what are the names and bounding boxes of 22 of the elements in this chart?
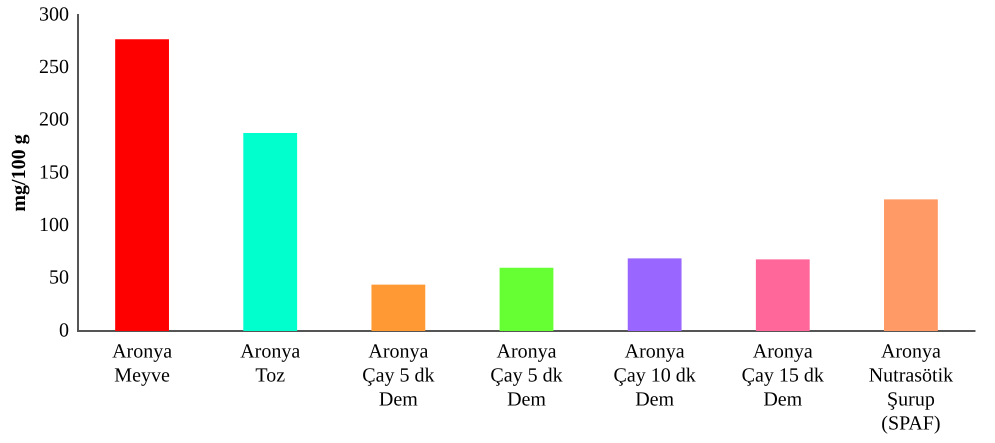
bar [756, 259, 810, 331]
x-tick-label: Aronya Çay 5 dk Dem [490, 340, 563, 410]
x-tick-label: Aronya Çay 10 dk Dem [614, 340, 696, 410]
bar [884, 199, 938, 331]
y-tick-label: 50 [49, 266, 69, 289]
bar [628, 258, 682, 331]
y-tick-label: 150 [39, 161, 69, 184]
x-tick-label: Aronya Çay 5 dk Dem [362, 340, 434, 410]
x-tick-label: Aronya Meyve [112, 340, 172, 386]
y-tick-label: 100 [39, 214, 69, 236]
x-tick-label: Aronya Nutrasötik Şurup (SPAF) [868, 340, 954, 434]
y-tick-label: 0 [59, 319, 69, 342]
y-tick-label: 200 [39, 108, 69, 131]
bar [115, 39, 169, 331]
bar [371, 284, 426, 331]
y-tick-label: 250 [39, 56, 69, 78]
y-tick-label: 300 [39, 3, 69, 26]
bar [243, 132, 298, 331]
bar [500, 268, 554, 331]
x-tick-label: Aronya Toz [240, 340, 300, 386]
y-axis-title: mg/100 g [8, 134, 30, 212]
x-tick-label: Aronya Çay 15 dk Dem [742, 340, 824, 410]
